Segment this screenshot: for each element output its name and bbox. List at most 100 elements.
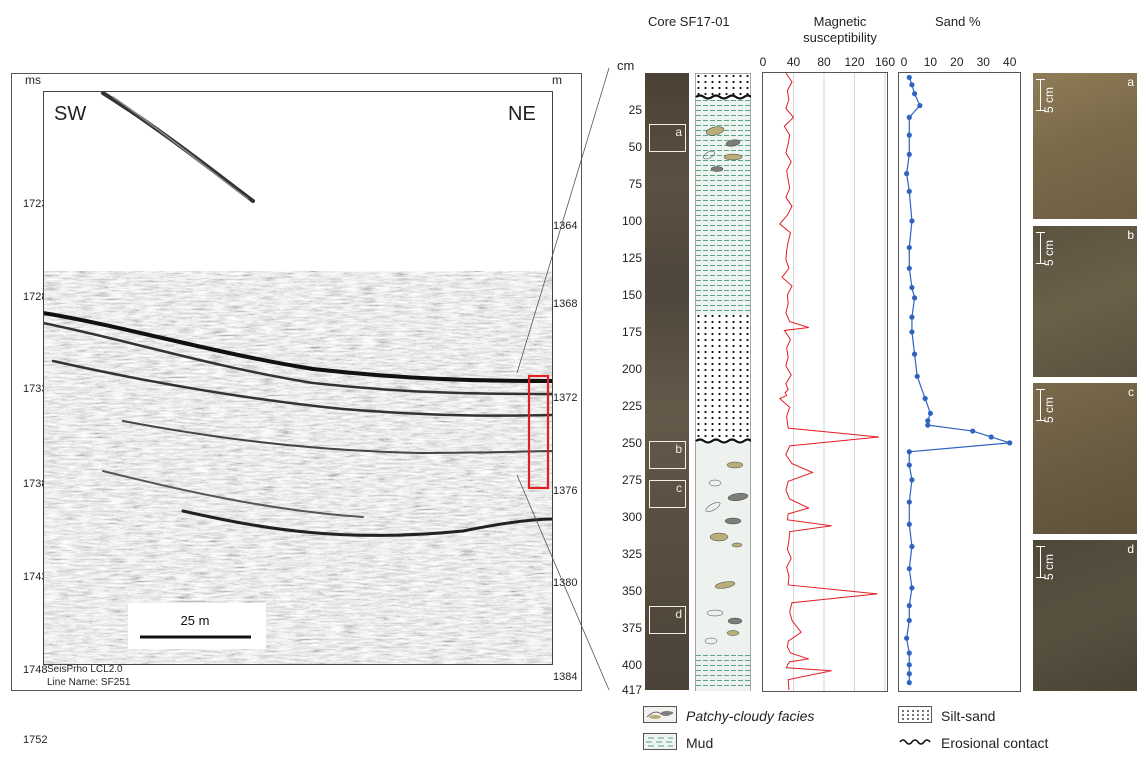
core-title: Core SF17-01 <box>648 14 730 29</box>
direction-sw: SW <box>54 103 87 125</box>
sand-point <box>906 449 912 455</box>
mag-tick-label: 160 <box>874 55 896 69</box>
right-tick-label: 1368 <box>553 298 578 310</box>
sand-point <box>925 422 931 428</box>
sand-point <box>906 462 912 468</box>
legend-erosional-swatch <box>899 739 931 745</box>
left-tick-label: 1728 <box>23 291 48 303</box>
sand-point <box>906 680 912 686</box>
right-tick-label: 1384 <box>553 671 578 683</box>
sand-point <box>909 218 915 224</box>
right-tick-label: 1380 <box>553 577 578 589</box>
photo-a: 5 cm a <box>1033 73 1137 219</box>
sand-point <box>988 434 994 440</box>
sand-point <box>909 82 915 88</box>
photo-b: 5 cm b <box>1033 226 1137 377</box>
depth-tick-label: 50 <box>628 139 642 154</box>
sand-point <box>906 671 912 677</box>
sand-point <box>914 373 920 379</box>
sand-tick-label: 10 <box>923 55 938 69</box>
sand-point <box>909 329 915 335</box>
photo-d: 5 cm d <box>1033 540 1137 691</box>
legend-erosional-label: Erosional contact <box>941 735 1049 751</box>
left-tick-label: 1748 <box>23 664 48 676</box>
sand-point <box>970 428 976 434</box>
seismic-panel: ms m 1723 1728 1733 1738 1743 1748 1752 1364 13… <box>11 73 583 746</box>
mag-tick-label: 0 <box>759 55 767 69</box>
sample-box-d: d <box>649 606 686 634</box>
left-tick-label: 1723 <box>23 198 48 210</box>
sand-point <box>906 566 912 572</box>
photo-d-scale: 5 cm <box>1042 553 1056 580</box>
mag-tick-label: 80 <box>817 55 831 69</box>
legend-patchy-text: Patchy-cloudy facies <box>686 708 815 724</box>
sand-tick-label: 30 <box>976 55 990 69</box>
sand-point <box>909 585 915 591</box>
sand-point <box>906 662 912 668</box>
sand-point <box>925 418 931 424</box>
sand-point <box>906 151 912 157</box>
sample-box-a: a <box>649 124 686 152</box>
mag-title-line2: susceptibility <box>803 30 877 45</box>
depth-tick-label: 200 <box>621 361 642 376</box>
sand-point <box>909 477 915 483</box>
seismic-outer-frame <box>11 73 582 691</box>
sample-box-b: b <box>649 441 686 469</box>
depth-unit: cm <box>617 58 635 73</box>
depth-tick-label: 400 <box>621 657 642 672</box>
left-tick-label: 1733 <box>23 383 48 395</box>
sand-point <box>906 132 912 138</box>
left-axis-unit: ms <box>25 73 41 87</box>
depth-tick-label: 150 <box>621 287 642 302</box>
footer-software: SeisPrho LCL2.0 <box>47 664 123 675</box>
photo-d-letter: d <box>1127 542 1134 556</box>
mag-series-line <box>778 72 879 691</box>
depth-tick-label: 75 <box>628 176 642 191</box>
sand-point <box>927 410 934 416</box>
legend-silt-sand-label: Silt-sand <box>941 708 996 724</box>
sand-point <box>906 188 912 194</box>
sand-point <box>911 295 918 301</box>
legend-mud-swatch <box>643 733 677 750</box>
sand-point <box>1007 440 1013 446</box>
sand-point <box>911 351 918 357</box>
depth-tick-label: 375 <box>621 620 642 635</box>
mag-title: Magnetic susceptibility <box>770 14 910 46</box>
photo-c: 5 cm c <box>1033 383 1137 534</box>
core-photo: a b c d <box>645 73 689 690</box>
sand-frame <box>898 72 1021 692</box>
sand-point <box>911 91 918 97</box>
scale-bar-icon <box>1036 389 1045 421</box>
mag-tick-label: 40 <box>786 55 801 69</box>
sand-point <box>906 114 912 120</box>
sand-point <box>909 284 915 291</box>
sand-point <box>904 635 910 641</box>
right-tick-label: 1372 <box>553 392 578 404</box>
sand-point <box>906 521 912 527</box>
scale-bar-icon <box>1036 546 1045 578</box>
sand-point <box>906 617 912 624</box>
sand-point <box>906 74 912 81</box>
sand-title: Sand % <box>935 14 981 29</box>
left-tick-label: 1752 <box>23 734 48 746</box>
photo-b-letter: b <box>1127 228 1134 242</box>
direction-ne: NE <box>508 103 536 125</box>
sand-point <box>909 314 915 320</box>
footer-line-name: Line Name: SF251 <box>47 677 131 688</box>
depth-tick-label: 300 <box>621 509 642 524</box>
mag-chart <box>762 72 888 692</box>
legend-silt-sand-swatch <box>898 706 932 723</box>
sand-tick-label: 40 <box>1003 55 1017 69</box>
depth-tick-label: 250 <box>621 435 642 450</box>
photo-b-scale: 5 cm <box>1042 239 1056 266</box>
depth-tick-label: 25 <box>628 102 642 117</box>
scale-bar-label: 25 m <box>181 613 210 628</box>
legend-patchy-swatch <box>643 706 677 723</box>
sand-point <box>922 395 928 402</box>
right-axis-unit: m <box>552 73 562 87</box>
left-tick-label: 1743 <box>23 571 48 583</box>
depth-tick-label: 125 <box>621 250 642 265</box>
mag-frame <box>762 72 888 692</box>
sand-point <box>906 244 912 251</box>
